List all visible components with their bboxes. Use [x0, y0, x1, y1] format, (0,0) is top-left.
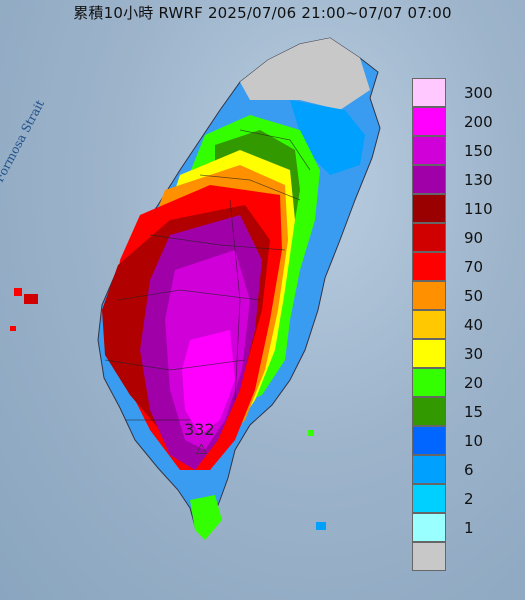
legend-swatch — [412, 455, 446, 484]
legend-swatch — [412, 78, 446, 107]
legend-label: 50 — [464, 287, 484, 305]
green-island — [308, 430, 314, 436]
legend-label: 15 — [464, 403, 484, 421]
legend-label: 150 — [464, 142, 493, 160]
legend-swatch — [412, 107, 446, 136]
rain-pink-peak — [182, 330, 235, 435]
legend-swatch — [412, 252, 446, 281]
legend-swatch — [412, 194, 446, 223]
legend-label: 40 — [464, 316, 484, 334]
legend-swatch — [412, 513, 446, 542]
rain-south-tip — [190, 495, 222, 540]
legend-swatch — [412, 310, 446, 339]
penghu-islands — [10, 326, 16, 331]
legend-swatch — [412, 368, 446, 397]
rain-light-northeast — [290, 100, 365, 175]
legend-label: 10 — [464, 432, 484, 450]
legend-label: 300 — [464, 84, 493, 102]
legend-swatch — [412, 542, 446, 571]
rainfall-legend: 300 200 150 130 110 90 70 50 40 30 20 15 10 6 2 1 — [412, 78, 508, 571]
legend-swatch — [412, 223, 446, 252]
legend-swatch — [412, 281, 446, 310]
legend-label: 90 — [464, 229, 484, 247]
legend-swatch — [412, 397, 446, 426]
legend-label: 130 — [464, 171, 493, 189]
penghu-islands — [24, 294, 38, 304]
peak-value-label: 332 — [184, 420, 215, 439]
county-boundaries — [104, 129, 311, 421]
legend-swatch — [412, 136, 446, 165]
rain-none-north — [240, 38, 370, 110]
legend-label: 30 — [464, 345, 484, 363]
legend-label: 6 — [464, 461, 474, 479]
legend-label: 1 — [464, 519, 474, 537]
legend-label: 110 — [464, 200, 493, 218]
penghu-islands — [14, 288, 22, 296]
legend-label: 2 — [464, 490, 474, 508]
peak-triangle-icon: △ — [196, 440, 207, 456]
orchid-island — [316, 522, 326, 530]
legend-label: 20 — [464, 374, 484, 392]
legend-swatch — [412, 339, 446, 368]
legend-label: 200 — [464, 113, 493, 131]
legend-swatch — [412, 165, 446, 194]
legend-label: 70 — [464, 258, 484, 276]
legend-swatch — [412, 484, 446, 513]
legend-swatch — [412, 426, 446, 455]
map-title: 累積10小時 RWRF 2025/07/06 21:00~07/07 07:00 — [73, 4, 452, 22]
